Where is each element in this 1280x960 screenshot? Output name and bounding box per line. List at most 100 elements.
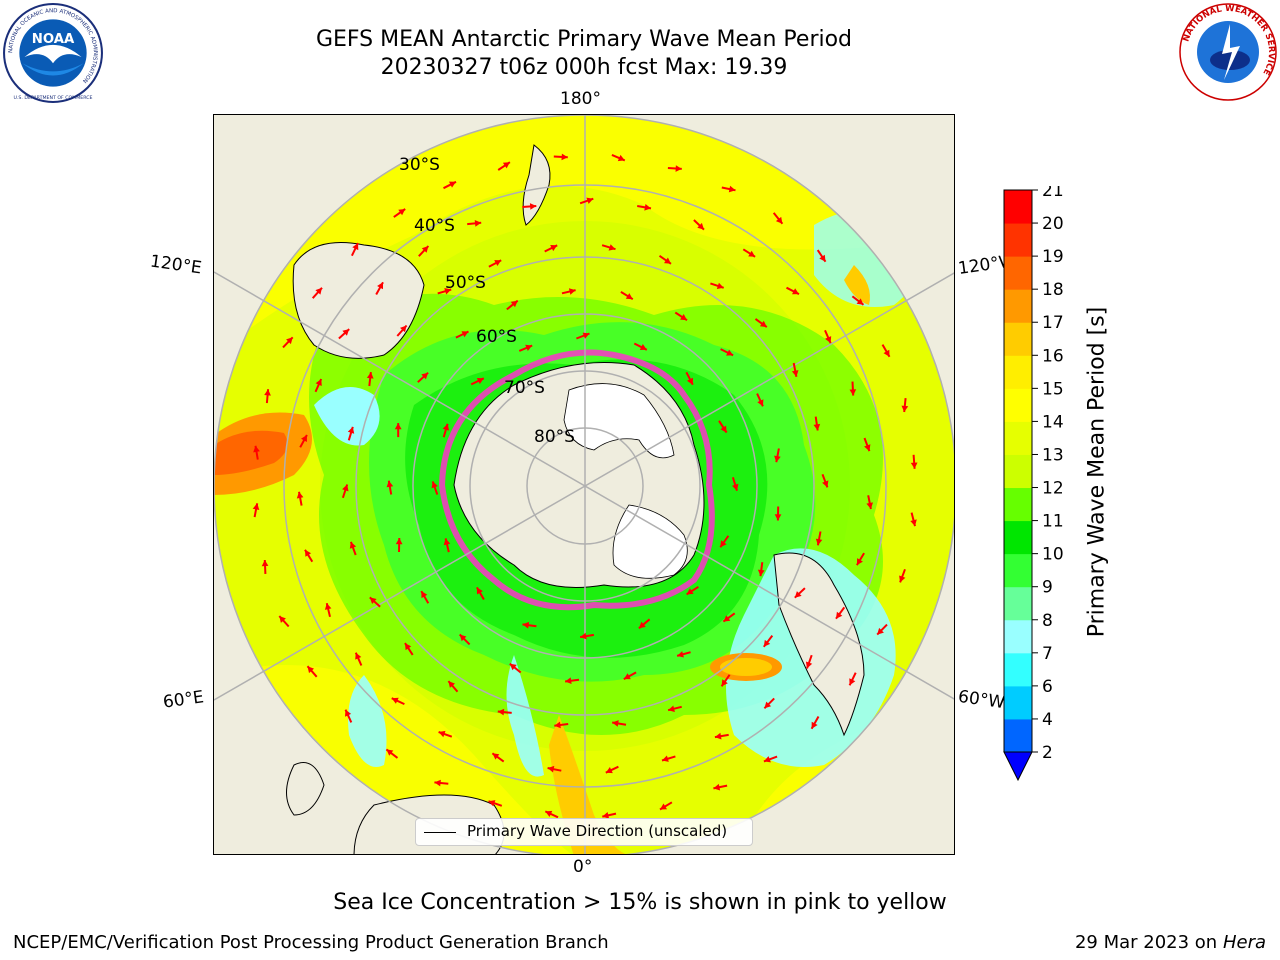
wave-arrow-head (901, 405, 909, 412)
wave-arrow-head (792, 288, 799, 295)
wave-arrow-head (252, 503, 260, 510)
wave-arrow-head (720, 425, 727, 433)
colorbar-tick-label: 11 (1042, 512, 1064, 532)
wave-arrow-head (713, 783, 721, 791)
wave-arrow-head (264, 389, 271, 396)
wave-arrow-head (509, 663, 517, 671)
colorbar-tick-label: 12 (1042, 479, 1064, 499)
wave-arrow-head (697, 222, 704, 230)
wave-arrow-head (494, 260, 502, 266)
map-legend: Primary Wave Direction (unscaled) (415, 818, 753, 846)
colorbar-segment (1004, 190, 1032, 224)
lon-label-60e: 60°E (161, 687, 206, 713)
wave-arrow-head (639, 344, 647, 350)
lon-label-0: 0° (573, 857, 593, 877)
sea-ice-note: Sea Ice Concentration > 15% is shown in … (333, 890, 947, 915)
colorbar-tick-label: 2 (1042, 743, 1053, 763)
wave-arrow-head (442, 423, 450, 431)
wave-arrow-head (714, 732, 722, 740)
wave-arrow-head (910, 462, 918, 469)
wave-arrow-head (394, 423, 402, 430)
wave-arrow-head (774, 455, 781, 463)
colorbar-segment (1004, 619, 1032, 654)
lat-label-50s: 50°S (445, 273, 486, 293)
wave-arrow-head (476, 378, 484, 384)
wave-arrow-head (763, 639, 771, 647)
colorbar-tick-label: 4 (1042, 710, 1053, 730)
wave-arrow-head (763, 756, 771, 763)
wave-arrow-head (726, 349, 734, 356)
wave-arrow-head (561, 153, 568, 161)
wave-arrow-head (315, 287, 322, 295)
colorbar-segment (1004, 355, 1032, 389)
footer-date-text: 29 Mar 2023 on (1074, 932, 1218, 953)
lat-label-80s: 80°S (534, 427, 575, 447)
wave-arrow-head (662, 755, 669, 762)
colorbar-tick-label: 18 (1042, 280, 1064, 300)
wave-arrow-head (811, 721, 818, 729)
wave-arrow-head (395, 538, 403, 545)
wave-arrow-head (324, 603, 332, 610)
wave-arrow-head (434, 779, 441, 787)
colorbar-tick-label: 6 (1042, 677, 1053, 697)
wave-arrow-head (877, 627, 884, 635)
colorbar-tick-label: 16 (1042, 346, 1064, 366)
wave-arrow-head (582, 332, 590, 339)
colorbar-segment (1004, 718, 1032, 753)
wave-direction-arrows (252, 153, 918, 819)
lat-label-60s: 60°S (476, 327, 517, 347)
colorbar-tick-label: 15 (1042, 379, 1064, 399)
wave-arrow-head (608, 244, 616, 251)
wave-arrow-head (522, 621, 530, 629)
colorbar-tick-label: 7 (1042, 644, 1053, 664)
wave-arrow-head (545, 810, 553, 817)
colorbar-segment (1004, 256, 1032, 290)
wave-arrow-head (525, 344, 533, 351)
wave-arrow-head (660, 803, 667, 810)
wave-arrow-head (386, 749, 394, 756)
wave-arrow-head (822, 480, 829, 488)
wave-arrow-head (623, 673, 631, 680)
wave-arrow-head (554, 721, 561, 729)
wave-arrow-head (352, 243, 359, 251)
wave-arrow-head (386, 480, 394, 488)
wave-arrow-head (438, 730, 446, 738)
colorbar-tick-label: 21 (1042, 186, 1064, 201)
noaa-ring-text-bottom: U.S. DEPARTMENT OF COMMERCE (14, 95, 93, 101)
wave-arrow-head (461, 331, 469, 338)
wave-arrow-head (644, 204, 651, 211)
wave-arrow-head (565, 677, 572, 684)
wave-arrow-head (815, 538, 823, 546)
wave-arrow-head (617, 154, 625, 162)
noaa-logo: NOAA NATIONAL OCEANIC AND ATMOSPHERIC AD… (3, 3, 103, 103)
colorbar-segment (1004, 553, 1032, 588)
wave-arrow-head (476, 587, 483, 595)
colorbar-segment (1004, 388, 1032, 422)
colorbar-tick-label: 17 (1042, 313, 1064, 333)
wave-arrow-head (775, 216, 783, 224)
wave-arrow-head (568, 288, 576, 295)
wave-arrow-head (720, 540, 727, 548)
colorbar-tick-label: 10 (1042, 545, 1064, 565)
footer-host: Hera (1222, 932, 1266, 953)
wave-arrow-head (836, 611, 843, 619)
wave-arrow-head (347, 426, 355, 434)
wave-arrow-head (510, 300, 518, 308)
wave-arrow-head (431, 481, 438, 489)
wave-arrow-head (757, 399, 764, 407)
wave-arrow-head (421, 246, 429, 253)
lat-label-30s: 30°S (399, 155, 440, 175)
wave-arrow-head (794, 591, 802, 598)
wave-arrow-head (813, 423, 821, 431)
colorbar-segment (1004, 652, 1032, 687)
wave-arrow-head (391, 697, 399, 704)
wave-arrow-head (687, 377, 693, 385)
wave-arrow-head (856, 558, 863, 566)
wave-arrow-head (261, 560, 269, 567)
wave-arrow-head (547, 765, 555, 773)
wave-arrow-head (866, 502, 873, 509)
wave-arrow-head (443, 538, 451, 546)
wave-arrow-head (377, 282, 383, 290)
wave-arrow-head (342, 484, 349, 492)
nws-logo: NATIONAL WEATHER SERVICE (1179, 3, 1277, 101)
